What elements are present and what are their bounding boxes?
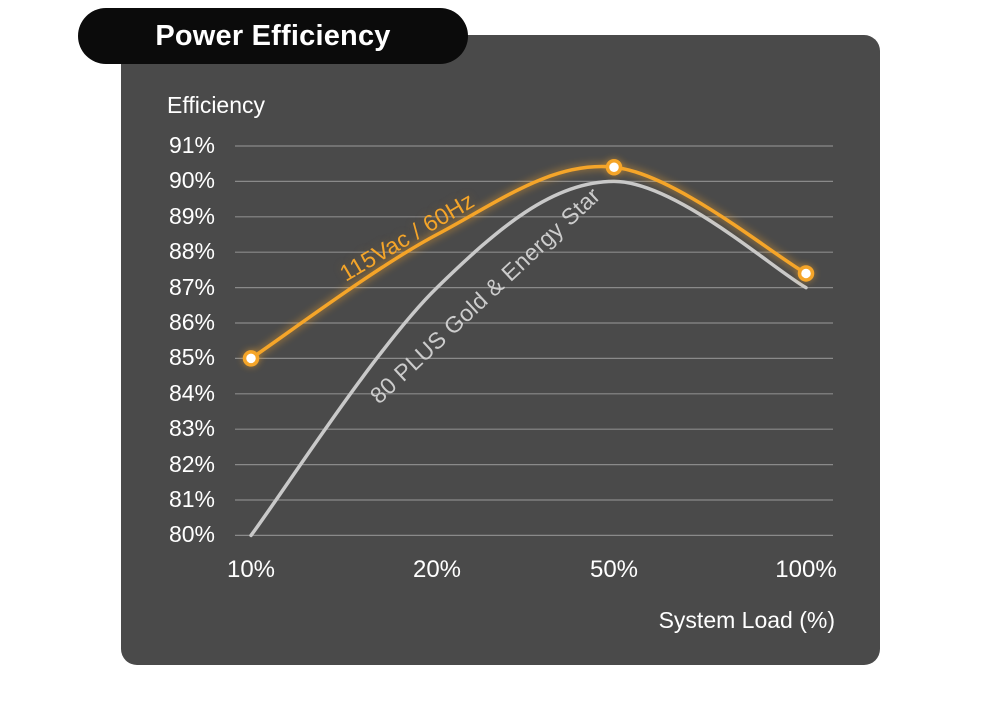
x-tick-label: 20% [412,556,462,583]
y-tick-label: 82% [168,450,215,477]
y-tick-label: 90% [168,167,215,194]
chart-panel [121,35,880,665]
x-tick-label: 100% [775,556,837,583]
data-point-marker [797,265,815,282]
y-tick-label: 85% [168,344,215,371]
y-tick-label: 89% [168,202,215,229]
x-axis-title: System Load (%) [658,607,835,633]
x-tick-label: 50% [589,556,639,583]
y-tick-label: 81% [168,486,215,512]
title-pill: Power Efficiency [78,8,468,64]
y-axis-title: Efficiency [167,92,266,118]
x-tick-label: 10% [226,556,276,583]
series-curve-0 [249,164,808,361]
y-tick-label: 87% [168,273,215,300]
data-point-marker [605,158,623,176]
y-tick-label: 84% [168,379,215,406]
y-tick-label: 83% [168,415,215,442]
page-title: Power Efficiency [155,19,391,52]
data-point-marker [242,350,260,367]
y-tick-label: 80% [168,521,215,548]
series-curve-1 [249,179,808,538]
y-tick-label: 91% [168,132,215,158]
y-tick-label: 88% [168,238,215,265]
y-tick-label: 86% [168,309,215,335]
